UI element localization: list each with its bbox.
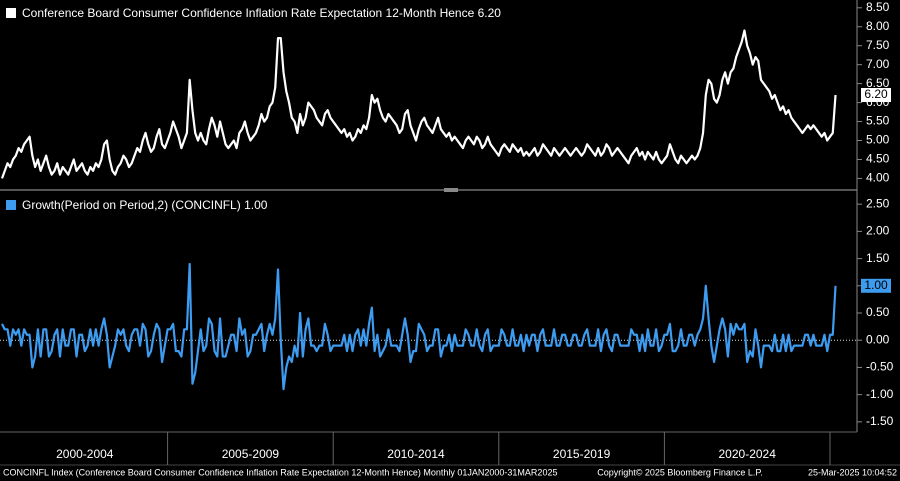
y-tick-label: 5.50 — [866, 114, 890, 128]
panel-title: Conference Board Consumer Confidence Inf… — [22, 6, 501, 20]
footer-left: CONCINFL Index (Conference Board Consume… — [3, 467, 557, 477]
series-line — [0, 29, 837, 179]
series-line — [1, 262, 837, 391]
y-tick-label: -1.00 — [866, 387, 894, 401]
last-value-label: 1.00 — [864, 278, 888, 292]
y-tick-label: 2.00 — [866, 224, 890, 238]
y-tick-label: 0.00 — [866, 332, 890, 346]
x-group-label: 2005-2009 — [222, 447, 280, 461]
y-tick-label: -1.50 — [866, 414, 894, 428]
y-tick-label: 4.00 — [866, 171, 890, 185]
x-group-label: 2000-2004 — [56, 447, 114, 461]
y-tick-label: 2.50 — [866, 196, 890, 210]
x-group-label: 2020-2024 — [719, 447, 777, 461]
legend-swatch — [6, 8, 16, 18]
y-tick-label: 7.00 — [866, 57, 890, 71]
legend-swatch — [6, 200, 16, 210]
last-value-box — [861, 88, 891, 102]
y-tick-label: 0.50 — [866, 305, 890, 319]
last-value-box — [861, 278, 891, 293]
last-value-label: 6.20 — [864, 87, 888, 101]
y-tick-label: 8.50 — [866, 0, 890, 14]
y-tick-label: 1.50 — [866, 251, 890, 265]
y-tick-label: 8.00 — [866, 19, 890, 33]
footer-right: 25-Mar-2025 10:04:52 — [808, 467, 897, 477]
y-tick-label: 6.50 — [866, 76, 890, 90]
y-tick-label: 5.00 — [866, 133, 890, 147]
x-group-label: 2010-2014 — [387, 447, 445, 461]
divider-handle — [444, 188, 458, 192]
footer-center: Copyright© 2025 Bloomberg Finance L.P. — [597, 467, 763, 477]
x-group-label: 2015-2019 — [553, 447, 611, 461]
y-tick-label: 4.50 — [866, 152, 890, 166]
y-tick-label: -0.50 — [866, 360, 894, 374]
y-tick-label: 7.50 — [866, 38, 890, 52]
panel-title: Growth(Period on Period,2) (CONCINFL) 1.… — [22, 198, 268, 212]
